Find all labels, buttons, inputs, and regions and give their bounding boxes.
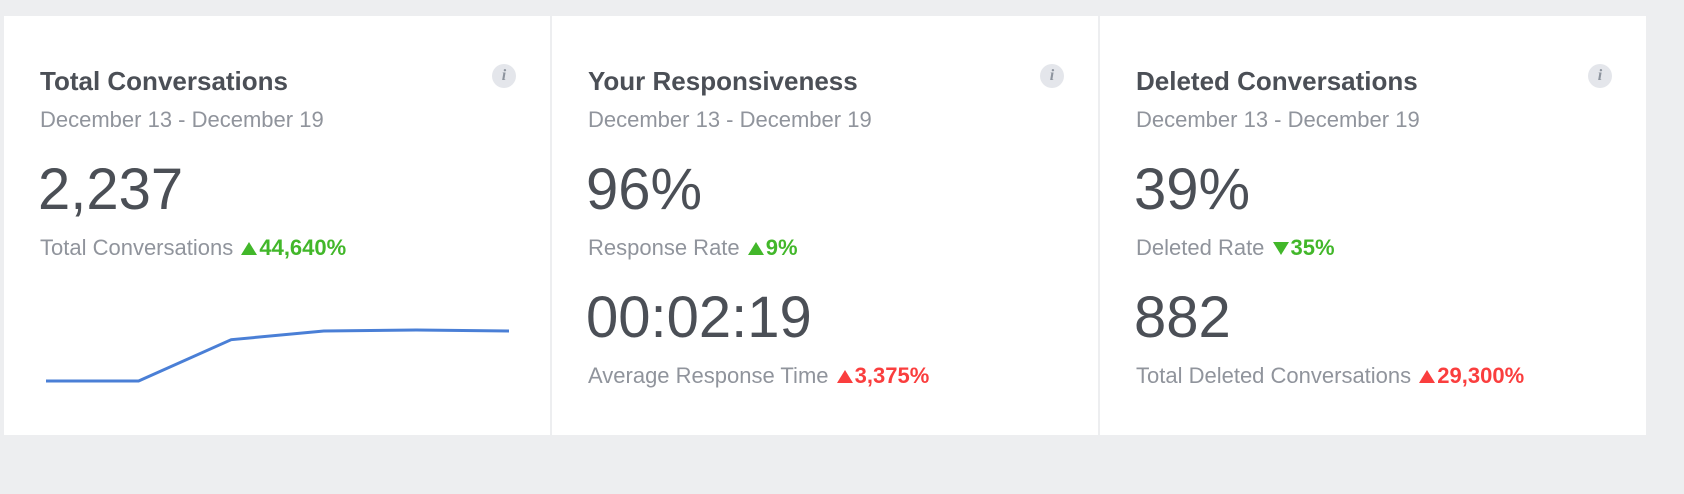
metric-label: Total Conversations	[40, 235, 234, 260]
arrow-shape	[1272, 242, 1289, 255]
metric-label: Total Deleted Conversations	[1136, 363, 1412, 388]
metric-label-row: Total Deleted Conversations 29,300%	[1136, 363, 1524, 389]
date-range: December 13 - December 19	[588, 107, 872, 132]
arrow-shape	[836, 370, 853, 383]
metric-label-row: Deleted Rate 35%	[1136, 235, 1335, 261]
info-icon[interactable]: i	[492, 64, 516, 88]
card-title: Your Responsiveness	[588, 66, 858, 96]
metric-card: Your Responsiveness December 13 - Decembe…	[552, 16, 1098, 435]
arrow-shape	[1419, 370, 1436, 383]
change-value: 29,300%	[1437, 363, 1525, 388]
change-arrow	[241, 242, 258, 255]
sparkline-line	[46, 328, 510, 383]
metric-value: 96%	[586, 157, 703, 222]
card-title: Deleted Conversations	[1136, 66, 1418, 96]
metric-label-row: Average Response Time 3,375%	[588, 363, 929, 389]
change-value: 35%	[1290, 235, 1335, 260]
card-title: Total Conversations	[40, 66, 289, 96]
metric-value: 00:02:19	[586, 285, 812, 350]
change-arrow	[747, 242, 764, 255]
sparkline	[46, 328, 510, 383]
metric-value: 2,237	[38, 157, 184, 222]
arrow-shape	[747, 242, 764, 255]
change-value: 9%	[765, 235, 798, 260]
date-range: December 13 - December 19	[1136, 107, 1420, 132]
metric-label: Average Response Time	[588, 363, 829, 388]
metric-value: 882	[1134, 285, 1231, 350]
metric-label: Response Rate	[588, 235, 740, 260]
metric-label-row: Response Rate 9%	[588, 235, 798, 261]
date-range: December 13 - December 19	[40, 107, 324, 132]
change-arrow	[1419, 370, 1436, 383]
metric-card: Total Conversations December 13 - Decembe…	[4, 16, 550, 435]
metric-label-row: Total Conversations 44,640%	[40, 235, 346, 261]
info-icon[interactable]: i	[1040, 64, 1064, 88]
change-arrow	[1272, 242, 1289, 255]
change-value: 44,640%	[259, 235, 347, 260]
metric-label: Deleted Rate	[1136, 235, 1265, 260]
change-arrow	[836, 370, 853, 383]
info-icon[interactable]: i	[1588, 64, 1612, 88]
arrow-shape	[241, 242, 258, 255]
metric-card: Deleted Conversations December 13 - Decem…	[1100, 16, 1646, 435]
metric-value: 39%	[1134, 157, 1251, 222]
change-value: 3,375%	[854, 363, 930, 388]
